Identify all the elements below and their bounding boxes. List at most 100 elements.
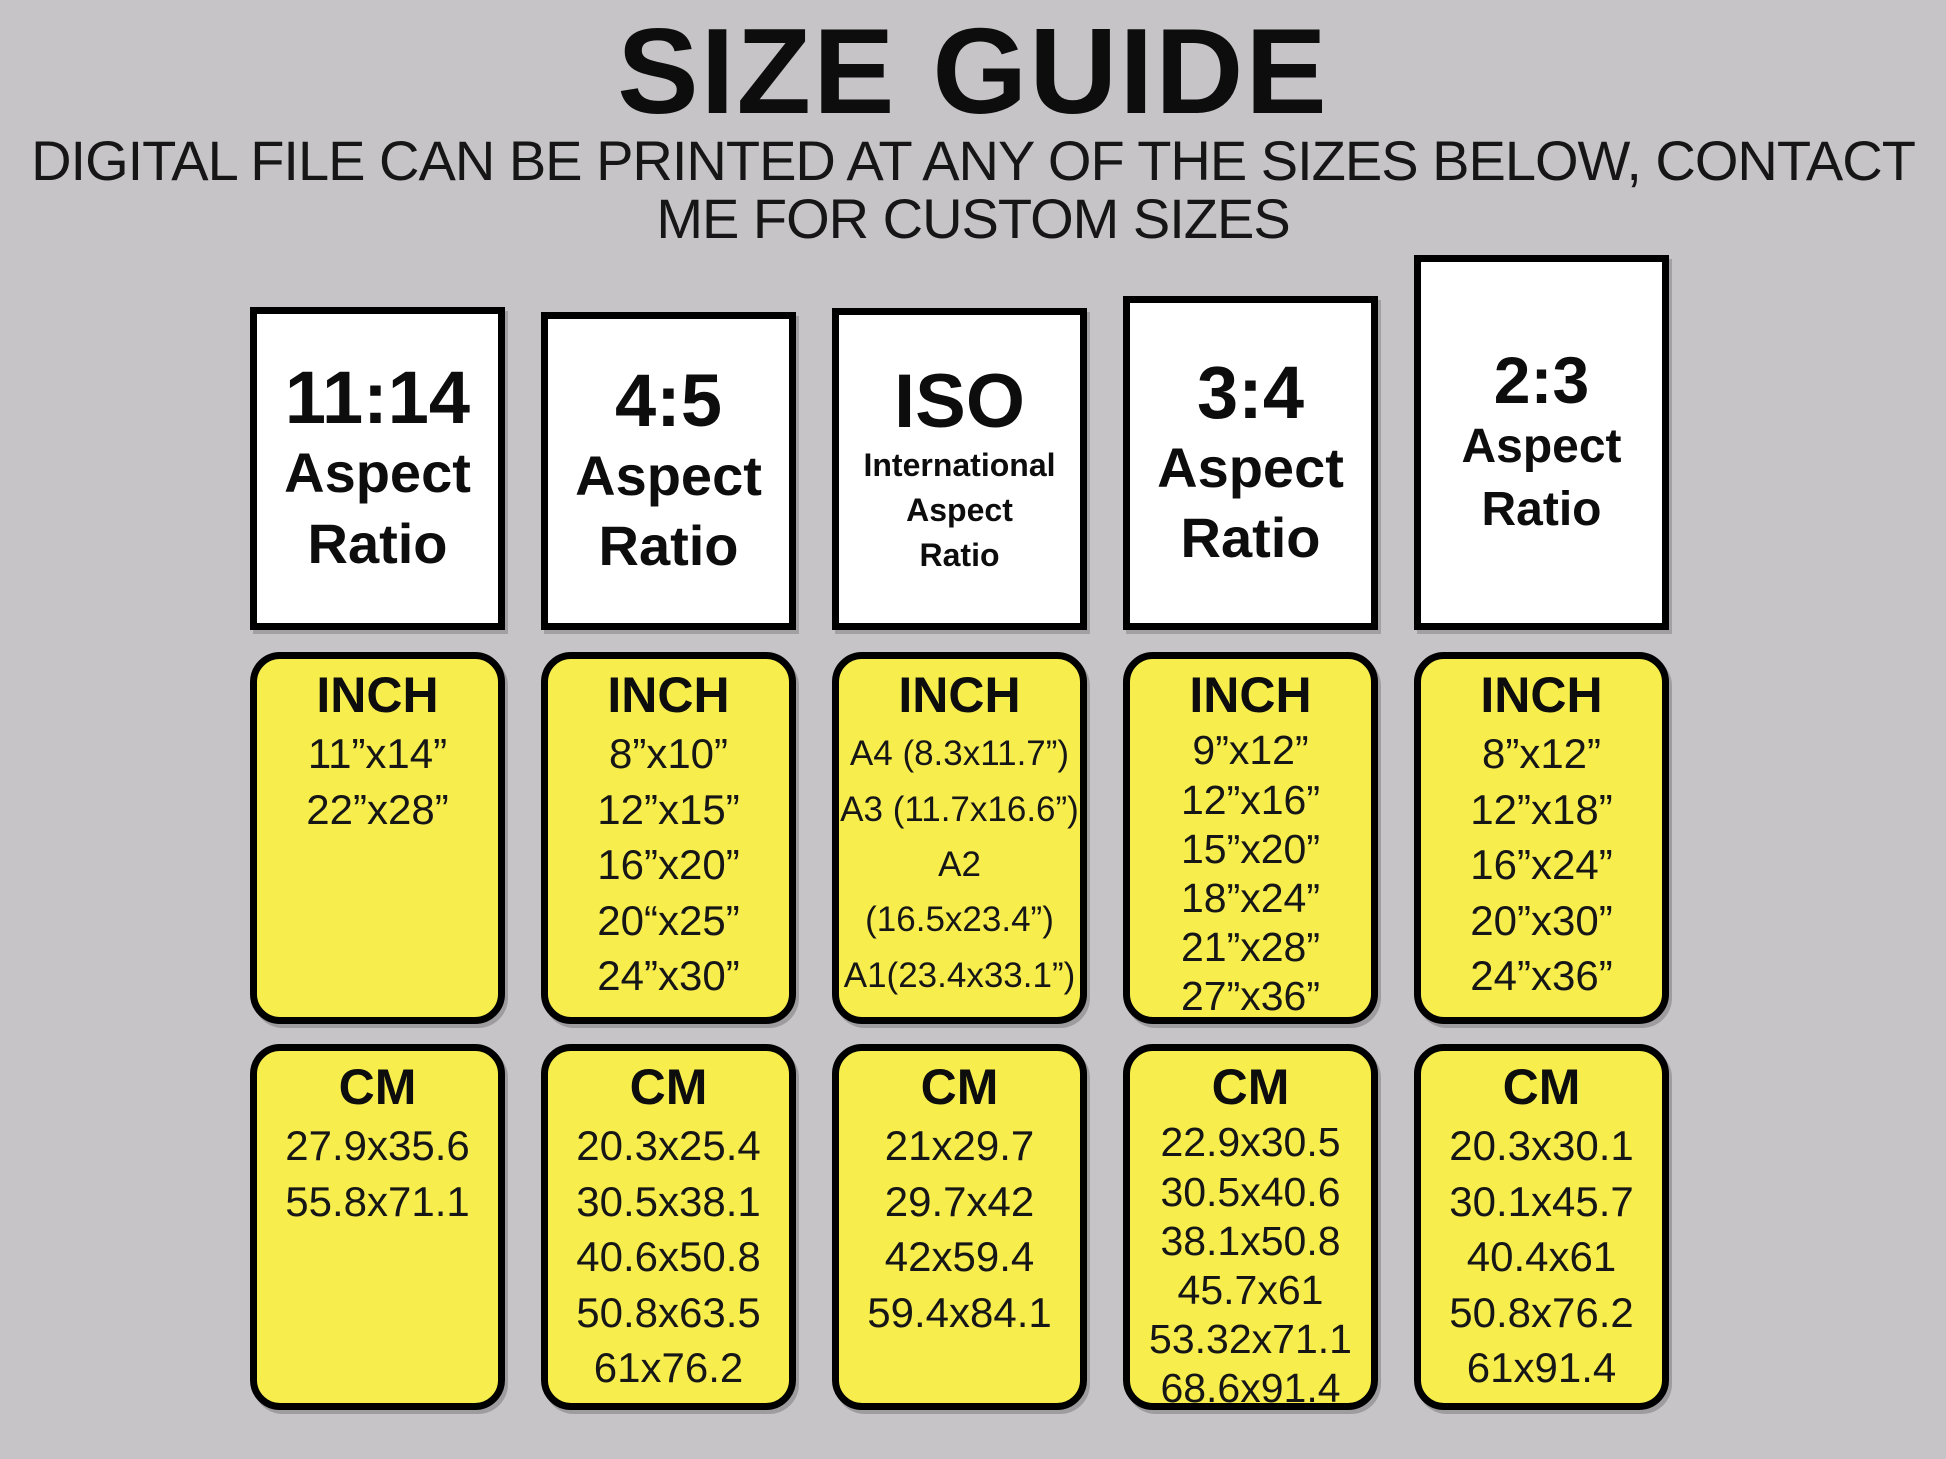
ratio-value: 4:5: [615, 358, 722, 442]
inch-size: 22”x28”: [306, 785, 449, 833]
cm-sizes-card: CM 21x29.7 29.7x42 42x59.4 59.4x84.1: [832, 1044, 1087, 1411]
page-title: SIZE GUIDE: [617, 3, 1329, 139]
ratio-sub-line: Ratio: [1481, 482, 1602, 536]
cm-size: 45.7x61: [1177, 1267, 1324, 1314]
inch-sizes-card: INCH 11”x14” 22”x28”: [250, 652, 505, 1025]
cm-size: 29.7x42: [884, 1177, 1035, 1225]
cm-size: 42x59.4: [884, 1233, 1035, 1281]
inch-size: A4 (8.3x11.7”): [849, 734, 1070, 774]
ratio-zone: ISO International Aspect Ratio: [832, 252, 1087, 631]
ratio-zone: 2:3 Aspect Ratio: [1414, 252, 1669, 631]
aspect-ratio-card: 2:3 Aspect Ratio: [1414, 255, 1669, 631]
inch-size: 27”x36”: [1180, 973, 1320, 1020]
ratio-value: 3:4: [1197, 350, 1304, 434]
inch-size: 8”x12”: [1481, 730, 1602, 778]
inch-size: 18”x24”: [1180, 875, 1320, 922]
ratio-sub-line: Aspect: [284, 441, 471, 505]
aspect-ratio-card: 4:5 Aspect Ratio: [541, 312, 796, 631]
ratio-sub-line: International: [863, 447, 1056, 484]
cm-size: 61x91.4: [1466, 1344, 1617, 1392]
ratio-zone: 11:14 Aspect Ratio: [250, 252, 505, 631]
header: SIZE GUIDE DIGITAL FILE CAN BE PRINTED A…: [0, 0, 1946, 248]
inch-label: INCH: [316, 667, 439, 724]
column-iso: ISO International Aspect Ratio INCH A4 (…: [832, 252, 1087, 1411]
size-columns: 11:14 Aspect Ratio INCH 11”x14” 22”x28” …: [0, 252, 1946, 1411]
ratio-value: 2:3: [1493, 342, 1590, 417]
cm-size: 53.32x71.1: [1149, 1316, 1352, 1363]
inch-size: 16”x24”: [1470, 841, 1613, 889]
inch-sizes-card: INCH 9”x12” 12”x16” 15”x20” 18”x24” 21”x…: [1123, 652, 1378, 1025]
cm-size: 40.6x50.8: [576, 1233, 761, 1281]
ratio-sub-line: Aspect: [1461, 420, 1622, 474]
cm-size: 21x29.7: [884, 1122, 1035, 1170]
inch-size: 15”x20”: [1180, 825, 1320, 872]
cm-label: CM: [629, 1059, 708, 1116]
aspect-ratio-card: 3:4 Aspect Ratio: [1123, 296, 1378, 631]
ratio-zone: 4:5 Aspect Ratio: [541, 252, 796, 631]
column-3-4: 3:4 Aspect Ratio INCH 9”x12” 12”x16” 15”…: [1123, 252, 1378, 1411]
cm-size: 27.9x35.6: [285, 1122, 470, 1170]
ratio-sub-line: Ratio: [919, 536, 1000, 573]
cm-size: 30.5x40.6: [1160, 1168, 1341, 1215]
cm-size: 20.3x30.1: [1449, 1122, 1634, 1170]
cm-label: CM: [338, 1059, 417, 1116]
cm-label: CM: [1211, 1059, 1290, 1116]
cm-size: 50.8x76.2: [1449, 1288, 1634, 1336]
inch-size: 9”x12”: [1192, 727, 1309, 774]
inch-size: A2 (16.5x23.4”): [865, 845, 1054, 940]
cm-size: 30.5x38.1: [576, 1177, 761, 1225]
cm-size: 50.8x63.5: [576, 1288, 761, 1336]
cm-size: 38.1x50.8: [1160, 1217, 1341, 1264]
ratio-sub-line: Aspect: [906, 492, 1013, 529]
cm-sizes-card: CM 20.3x30.1 30.1x45.7 40.4x61 50.8x76.2…: [1414, 1044, 1669, 1411]
ratio-value: ISO: [894, 359, 1025, 445]
cm-label: CM: [1502, 1059, 1581, 1116]
inch-label: INCH: [607, 667, 730, 724]
cm-size: 68.6x91.4: [1160, 1365, 1341, 1411]
cm-label: CM: [920, 1059, 999, 1116]
aspect-ratio-card: 11:14 Aspect Ratio: [250, 307, 505, 631]
inch-label: INCH: [1189, 667, 1312, 724]
ratio-value: 11:14: [284, 356, 471, 440]
cm-size: 59.4x84.1: [867, 1288, 1052, 1336]
inch-size: 8”x10”: [608, 730, 729, 778]
inch-size: A3 (11.7x16.6”): [840, 789, 1079, 829]
cm-size: 55.8x71.1: [285, 1177, 470, 1225]
cm-size: 22.9x30.5: [1160, 1119, 1341, 1166]
inch-size: 24”x30”: [597, 952, 740, 1000]
cm-sizes-card: CM 22.9x30.5 30.5x40.6 38.1x50.8 45.7x61…: [1123, 1044, 1378, 1411]
column-4-5: 4:5 Aspect Ratio INCH 8”x10” 12”x15” 16”…: [541, 252, 796, 1411]
inch-size: 12”x15”: [597, 785, 740, 833]
inch-size: 21”x28”: [1180, 924, 1320, 971]
inch-size: 24”x36”: [1470, 952, 1613, 1000]
aspect-ratio-card: ISO International Aspect Ratio: [832, 308, 1087, 631]
subtitle-line-2: ME FOR CUSTOM SIZES: [656, 187, 1290, 251]
inch-size: 12”x18”: [1470, 785, 1613, 833]
inch-size: 12”x16”: [1180, 776, 1320, 823]
ratio-sub-line: Aspect: [575, 443, 762, 507]
cm-sizes-card: CM 27.9x35.6 55.8x71.1: [250, 1044, 505, 1411]
inch-sizes-card: INCH 8”x12” 12”x18” 16”x24” 20”x30” 24”x…: [1414, 652, 1669, 1025]
ratio-sub-line: Aspect: [1157, 435, 1344, 499]
inch-size: A1(23.4x33.1”): [843, 955, 1076, 995]
column-11-14: 11:14 Aspect Ratio INCH 11”x14” 22”x28” …: [250, 252, 505, 1411]
inch-size: 11”x14”: [307, 730, 448, 778]
inch-label: INCH: [898, 667, 1021, 724]
inch-size: 20“x25”: [597, 896, 740, 944]
subtitle-line-1: DIGITAL FILE CAN BE PRINTED AT ANY OF TH…: [31, 129, 1916, 192]
column-2-3: 2:3 Aspect Ratio INCH 8”x12” 12”x18” 16”…: [1414, 252, 1669, 1411]
cm-size: 61x76.2: [593, 1344, 744, 1392]
ratio-sub-line: Ratio: [307, 511, 448, 575]
ratio-sub-line: Ratio: [1180, 506, 1321, 570]
inch-sizes-card: INCH 8”x10” 12”x15” 16”x20” 20“x25” 24”x…: [541, 652, 796, 1025]
inch-label: INCH: [1480, 667, 1603, 724]
inch-sizes-card: INCH A4 (8.3x11.7”) A3 (11.7x16.6”) A2 (…: [832, 652, 1087, 1025]
cm-sizes-card: CM 20.3x25.4 30.5x38.1 40.6x50.8 50.8x63…: [541, 1044, 796, 1411]
inch-size: 16”x20”: [597, 841, 740, 889]
cm-size: 40.4x61: [1466, 1233, 1617, 1281]
cm-size: 20.3x25.4: [576, 1122, 761, 1170]
ratio-sub-line: Ratio: [598, 514, 739, 578]
inch-size: 20”x30”: [1470, 896, 1613, 944]
ratio-zone: 3:4 Aspect Ratio: [1123, 252, 1378, 631]
